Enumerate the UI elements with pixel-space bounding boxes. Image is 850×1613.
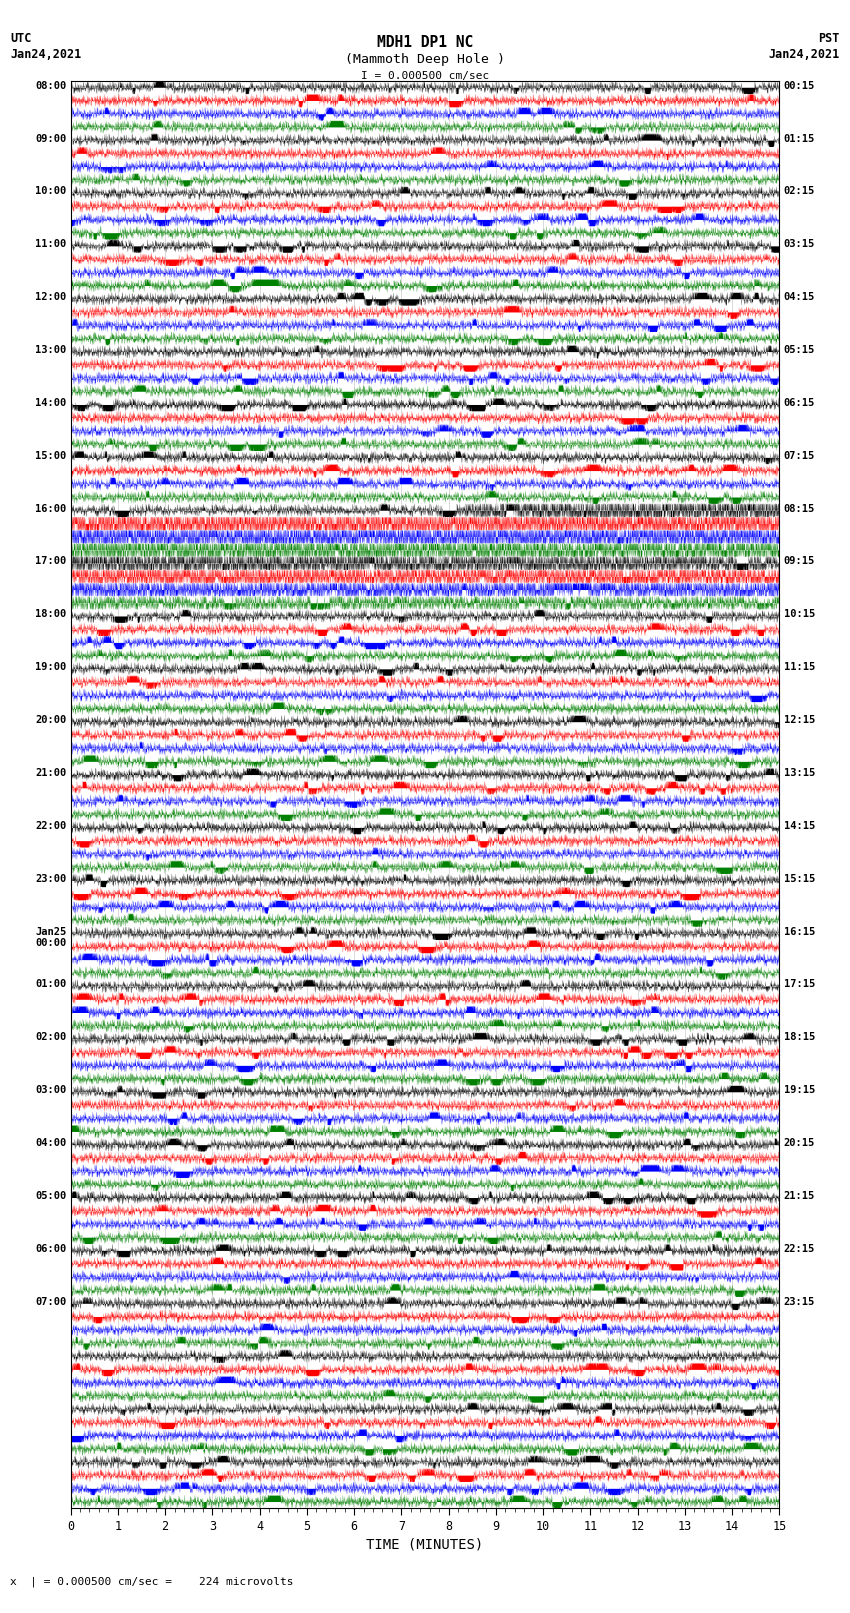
Text: 20:15: 20:15 xyxy=(784,1139,815,1148)
Text: 11:15: 11:15 xyxy=(784,663,815,673)
Text: I = 0.000500 cm/sec: I = 0.000500 cm/sec xyxy=(361,71,489,81)
Text: 02:00: 02:00 xyxy=(35,1032,66,1042)
Text: 00:15: 00:15 xyxy=(784,81,815,90)
Text: 13:15: 13:15 xyxy=(784,768,815,777)
Text: 08:15: 08:15 xyxy=(784,503,815,513)
Text: 03:00: 03:00 xyxy=(35,1086,66,1095)
Text: PST: PST xyxy=(819,32,840,45)
Text: 18:15: 18:15 xyxy=(784,1032,815,1042)
Text: 04:00: 04:00 xyxy=(35,1139,66,1148)
Text: 01:00: 01:00 xyxy=(35,979,66,989)
Text: 16:00: 16:00 xyxy=(35,503,66,513)
Text: 19:15: 19:15 xyxy=(784,1086,815,1095)
Text: 17:00: 17:00 xyxy=(35,556,66,566)
Text: 21:00: 21:00 xyxy=(35,768,66,777)
Text: 14:00: 14:00 xyxy=(35,398,66,408)
Text: 04:15: 04:15 xyxy=(784,292,815,302)
Text: MDH1 DP1 NC: MDH1 DP1 NC xyxy=(377,35,473,50)
X-axis label: TIME (MINUTES): TIME (MINUTES) xyxy=(366,1537,484,1552)
Text: 02:15: 02:15 xyxy=(784,187,815,197)
Text: 05:15: 05:15 xyxy=(784,345,815,355)
Text: 18:00: 18:00 xyxy=(35,610,66,619)
Text: 09:00: 09:00 xyxy=(35,134,66,144)
Text: 12:15: 12:15 xyxy=(784,715,815,726)
Text: 23:15: 23:15 xyxy=(784,1297,815,1307)
Text: 13:00: 13:00 xyxy=(35,345,66,355)
Text: 08:00: 08:00 xyxy=(35,81,66,90)
Text: 10:00: 10:00 xyxy=(35,187,66,197)
Text: 01:15: 01:15 xyxy=(784,134,815,144)
Text: 15:00: 15:00 xyxy=(35,450,66,461)
Text: 20:00: 20:00 xyxy=(35,715,66,726)
Text: 06:15: 06:15 xyxy=(784,398,815,408)
Text: 22:15: 22:15 xyxy=(784,1244,815,1253)
Text: 17:15: 17:15 xyxy=(784,979,815,989)
Text: 19:00: 19:00 xyxy=(35,663,66,673)
Text: 14:15: 14:15 xyxy=(784,821,815,831)
Text: Jan24,2021: Jan24,2021 xyxy=(10,48,82,61)
Text: 06:00: 06:00 xyxy=(35,1244,66,1253)
Text: Jan25
00:00: Jan25 00:00 xyxy=(35,926,66,948)
Text: 07:15: 07:15 xyxy=(784,450,815,461)
Text: 09:15: 09:15 xyxy=(784,556,815,566)
Text: (Mammoth Deep Hole ): (Mammoth Deep Hole ) xyxy=(345,53,505,66)
Text: 11:00: 11:00 xyxy=(35,239,66,250)
Text: UTC: UTC xyxy=(10,32,31,45)
Text: x  | = 0.000500 cm/sec =    224 microvolts: x | = 0.000500 cm/sec = 224 microvolts xyxy=(10,1576,294,1587)
Text: 03:15: 03:15 xyxy=(784,239,815,250)
Text: 21:15: 21:15 xyxy=(784,1190,815,1202)
Text: 15:15: 15:15 xyxy=(784,874,815,884)
Text: Jan24,2021: Jan24,2021 xyxy=(768,48,840,61)
Text: 16:15: 16:15 xyxy=(784,926,815,937)
Text: 05:00: 05:00 xyxy=(35,1190,66,1202)
Text: 12:00: 12:00 xyxy=(35,292,66,302)
Text: 07:00: 07:00 xyxy=(35,1297,66,1307)
Text: 23:00: 23:00 xyxy=(35,874,66,884)
Text: 10:15: 10:15 xyxy=(784,610,815,619)
Text: 22:00: 22:00 xyxy=(35,821,66,831)
